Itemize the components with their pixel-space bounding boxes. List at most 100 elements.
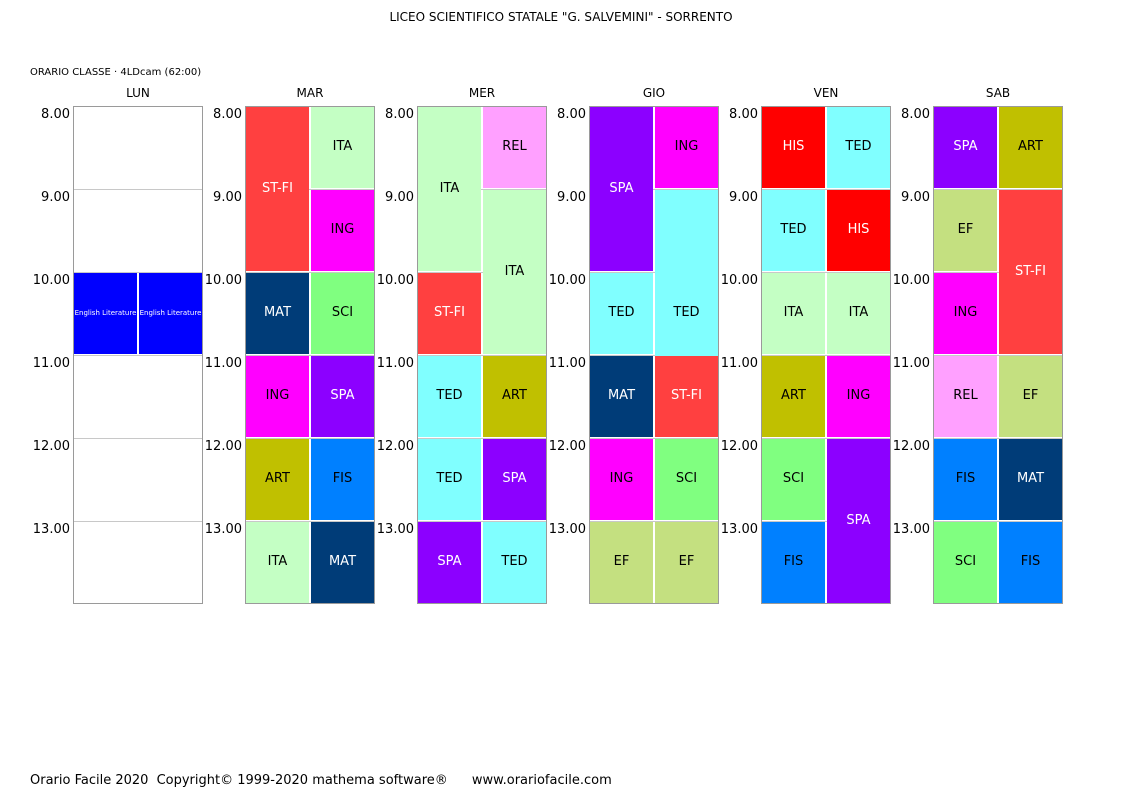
hour-gridline <box>934 355 1062 356</box>
lesson-block[interactable]: SPA <box>311 356 374 437</box>
lesson-block[interactable]: ART <box>246 439 309 520</box>
lesson-block[interactable]: REL <box>483 107 546 188</box>
time-label: 12.00 <box>376 439 414 454</box>
time-label: 10.00 <box>892 273 930 288</box>
lesson-block[interactable]: ITA <box>827 273 890 354</box>
time-label: 11.00 <box>548 356 586 371</box>
lesson-block[interactable]: SCI <box>934 522 997 603</box>
hour-gridline <box>246 189 374 190</box>
time-label: 11.00 <box>720 356 758 371</box>
time-label: 12.00 <box>548 439 586 454</box>
lesson-block[interactable]: ART <box>762 356 825 437</box>
lesson-block[interactable]: SCI <box>311 273 374 354</box>
time-label: 11.00 <box>892 356 930 371</box>
time-label: 11.00 <box>204 356 242 371</box>
lesson-block[interactable]: SCI <box>655 439 718 520</box>
lesson-block[interactable]: SPA <box>418 522 481 603</box>
hour-gridline <box>246 438 374 439</box>
footer-copyright: Copyright© 1999-2020 mathema software® <box>156 773 448 788</box>
day-header-gio: GIO <box>642 86 666 100</box>
lesson-block[interactable]: ITA <box>762 273 825 354</box>
lesson-block[interactable]: MAT <box>999 439 1062 520</box>
day-grid-lun <box>73 106 203 604</box>
lesson-block[interactable]: ART <box>483 356 546 437</box>
time-label: 13.00 <box>32 522 70 537</box>
lesson-block[interactable]: ING <box>246 356 309 437</box>
hour-gridline <box>418 438 546 439</box>
time-label: 9.00 <box>729 190 758 205</box>
lesson-block[interactable]: EF <box>655 522 718 603</box>
lesson-block[interactable]: TED <box>418 356 481 437</box>
lesson-block[interactable]: SCI <box>762 439 825 520</box>
lesson-block[interactable]: EF <box>999 356 1062 437</box>
lesson-block[interactable]: EF <box>934 190 997 271</box>
hour-gridline <box>418 189 546 190</box>
lesson-block[interactable]: FIS <box>999 522 1062 603</box>
lesson-block[interactable]: FIS <box>311 439 374 520</box>
lesson-block[interactable]: SPA <box>827 439 890 603</box>
lesson-block[interactable]: ING <box>827 356 890 437</box>
lesson-block[interactable]: ITA <box>246 522 309 603</box>
lesson-block[interactable]: TED <box>590 273 653 354</box>
lesson-block[interactable]: ING <box>590 439 653 520</box>
hour-gridline <box>74 189 202 190</box>
hour-gridline <box>418 521 546 522</box>
hour-gridline <box>418 272 546 273</box>
lesson-block[interactable]: HIS <box>762 107 825 188</box>
lesson-block[interactable]: TED <box>483 522 546 603</box>
time-label: 9.00 <box>557 190 586 205</box>
lesson-block[interactable]: TED <box>418 439 481 520</box>
lesson-block[interactable]: MAT <box>246 273 309 354</box>
lesson-block[interactable]: EF <box>590 522 653 603</box>
hour-gridline <box>74 521 202 522</box>
lesson-block[interactable]: TED <box>762 190 825 271</box>
lesson-block[interactable]: FIS <box>934 439 997 520</box>
lesson-block[interactable]: ST-FI <box>418 273 481 354</box>
lesson-block[interactable]: ST-FI <box>246 107 309 271</box>
lesson-block[interactable]: SPA <box>590 107 653 271</box>
lesson-block[interactable]: ART <box>999 107 1062 188</box>
lesson-block[interactable]: English Literature <box>139 273 202 354</box>
lesson-block[interactable]: MAT <box>590 356 653 437</box>
lesson-block[interactable]: ING <box>934 273 997 354</box>
lesson-block[interactable]: SPA <box>483 439 546 520</box>
hour-gridline <box>934 521 1062 522</box>
lesson-block[interactable]: TED <box>827 107 890 188</box>
lesson-block[interactable]: HIS <box>827 190 890 271</box>
lesson-block[interactable]: English Literature <box>74 273 137 354</box>
time-label: 10.00 <box>720 273 758 288</box>
time-label: 8.00 <box>901 107 930 122</box>
lesson-block[interactable]: ITA <box>418 107 481 271</box>
hour-gridline <box>934 272 1062 273</box>
lesson-block[interactable]: ING <box>655 107 718 188</box>
lesson-block[interactable]: SPA <box>934 107 997 188</box>
lesson-block[interactable]: ING <box>311 190 374 271</box>
lesson-block[interactable]: ITA <box>483 190 546 354</box>
class-info: ORARIO CLASSE · 4LDcam (62:00) <box>30 67 202 78</box>
lesson-block[interactable]: MAT <box>311 522 374 603</box>
time-label: 13.00 <box>892 522 930 537</box>
lesson-block[interactable]: REL <box>934 356 997 437</box>
footer-website[interactable]: www.orariofacile.com <box>471 773 612 788</box>
hour-gridline <box>74 355 202 356</box>
school-title: LICEO SCIENTIFICO STATALE "G. SALVEMINI"… <box>389 10 733 24</box>
lesson-block[interactable]: ST-FI <box>655 356 718 437</box>
hour-gridline <box>590 272 718 273</box>
time-label: 8.00 <box>385 107 414 122</box>
lesson-block[interactable]: ITA <box>311 107 374 188</box>
hour-gridline <box>74 272 202 273</box>
lesson-block[interactable]: FIS <box>762 522 825 603</box>
hour-gridline <box>246 355 374 356</box>
time-label: 13.00 <box>548 522 586 537</box>
hour-gridline <box>762 272 890 273</box>
hour-gridline <box>762 355 890 356</box>
day-grid-sab <box>933 106 1063 604</box>
footer: Orario Facile 2020 Copyright© 1999-2020 … <box>30 773 616 788</box>
lesson-block[interactable]: ST-FI <box>999 190 1062 354</box>
time-label: 12.00 <box>204 439 242 454</box>
time-label: 9.00 <box>41 190 70 205</box>
time-label: 10.00 <box>376 273 414 288</box>
hour-gridline <box>934 189 1062 190</box>
time-label: 8.00 <box>729 107 758 122</box>
time-label: 11.00 <box>32 356 70 371</box>
